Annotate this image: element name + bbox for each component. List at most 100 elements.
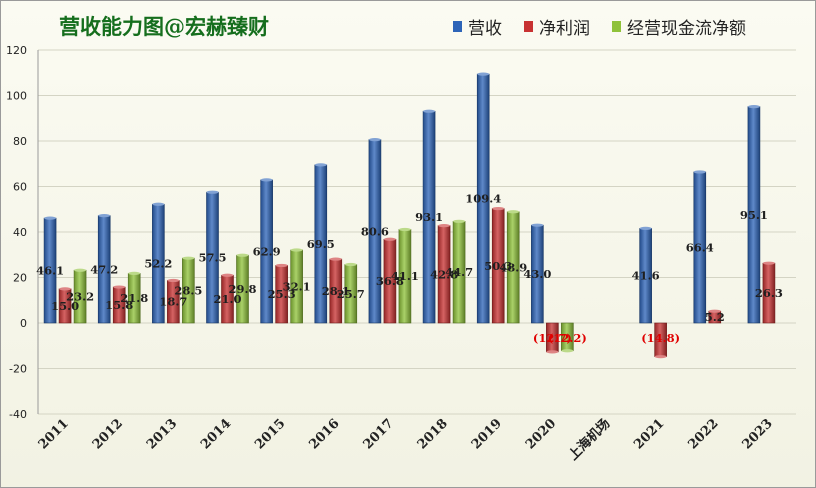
data-label: 52.2 — [144, 257, 172, 271]
legend-item-revenue: 营收 — [453, 14, 502, 39]
data-label: 18.7 — [159, 295, 187, 309]
data-label: 25.7 — [337, 287, 365, 301]
x-tick-label: 2013 — [144, 416, 180, 452]
data-label: (12.7) — [533, 331, 572, 345]
bar-cap — [398, 227, 411, 232]
data-label: 69.5 — [307, 237, 335, 251]
data-label: 41.1 — [391, 269, 419, 283]
x-tick-label: 2020 — [523, 416, 559, 452]
data-label: 50.3 — [484, 259, 512, 273]
data-label: 80.6 — [361, 224, 389, 238]
data-label: 36.8 — [376, 274, 404, 288]
bar-cap — [275, 263, 288, 268]
bar-cap — [236, 253, 249, 257]
data-label: 15.8 — [105, 298, 133, 312]
bar-cap — [531, 223, 544, 227]
x-tick-label: 2019 — [469, 416, 505, 452]
y-tick-label: 0 — [20, 317, 27, 330]
data-label: 95.1 — [740, 208, 768, 222]
legend-item-net-profit: 净利润 — [524, 14, 590, 39]
bar-cap — [314, 163, 327, 167]
data-label: 32.1 — [283, 279, 311, 293]
data-label: 93.1 — [415, 210, 443, 224]
bar-cap — [507, 210, 520, 214]
legend: 营收 净利润 经营现金流净额 — [453, 14, 746, 39]
x-tick-label: 上海机场 — [565, 416, 613, 464]
bar-cap — [98, 214, 111, 218]
bar-cap — [182, 256, 195, 260]
bar-cap — [762, 261, 775, 265]
bar-cap — [44, 216, 57, 220]
data-label: 28.5 — [174, 284, 202, 298]
legend-label-net-profit: 净利润 — [539, 19, 590, 39]
bar-cap — [344, 262, 357, 267]
bar-cap — [747, 105, 760, 109]
data-label: 25.3 — [268, 287, 296, 301]
data-label: 42.8 — [430, 267, 458, 281]
x-tick-label: 2014 — [198, 416, 234, 452]
x-tick-label: 2012 — [90, 416, 126, 452]
bar-cap — [221, 273, 234, 277]
bar-cap — [639, 226, 652, 230]
bar-cap — [654, 355, 667, 359]
data-label: 29.8 — [228, 282, 256, 296]
bar-cap — [74, 268, 87, 272]
data-label: 109.4 — [465, 192, 501, 206]
x-tick-label: 2011 — [36, 416, 72, 452]
x-tick-label: 2022 — [685, 416, 721, 452]
data-label: 48.9 — [499, 260, 527, 274]
data-label: 46.1 — [36, 264, 64, 278]
bar-cap — [693, 170, 706, 174]
x-tick-label: 2023 — [740, 416, 776, 452]
legend-label-revenue: 营收 — [468, 19, 502, 39]
x-tick-label: 2016 — [306, 416, 342, 452]
bar-cap — [453, 219, 466, 223]
y-tick-label: 100 — [6, 90, 27, 103]
bar-cap — [260, 178, 273, 182]
y-tick-label: -20 — [9, 363, 27, 376]
data-label: 66.4 — [686, 240, 714, 254]
chart-title: 营收能力图@宏赫臻财 — [59, 14, 269, 39]
y-tick-label: 120 — [6, 44, 27, 57]
y-tick-label: 60 — [13, 181, 27, 194]
x-tick-label: 2018 — [415, 416, 451, 452]
y-tick-label: 20 — [13, 272, 27, 285]
bar-cap — [128, 271, 141, 276]
data-label: 62.9 — [253, 244, 281, 258]
data-label: 21.8 — [120, 291, 148, 305]
bar-cap — [59, 287, 72, 291]
bar-cap — [492, 206, 505, 211]
bar-cap — [290, 248, 303, 252]
data-label: 28.1 — [322, 284, 350, 298]
bar-cap — [113, 285, 126, 289]
data-label: 47.2 — [90, 262, 118, 276]
bar-cap — [329, 257, 342, 261]
data-label: 21.0 — [213, 292, 241, 306]
bar-cap — [423, 109, 436, 113]
legend-swatch-cash-flow — [612, 21, 621, 32]
legend-swatch-net-profit — [524, 21, 533, 32]
bar-cap — [383, 237, 396, 241]
data-label: 41.6 — [632, 269, 660, 283]
data-label: 43.0 — [523, 267, 551, 281]
bar-cap — [477, 72, 490, 76]
y-tick-label: 80 — [13, 135, 27, 148]
data-label: 57.5 — [198, 251, 226, 265]
data-label: 26.3 — [755, 286, 783, 300]
legend-label-cash-flow: 经营现金流净额 — [627, 19, 746, 39]
bar-cap — [546, 350, 559, 354]
bar-cap — [438, 224, 451, 228]
y-tick-label: -40 — [9, 408, 27, 421]
bar-cap — [708, 309, 721, 313]
bar-cap — [561, 349, 574, 353]
y-tick-label: 40 — [13, 226, 27, 239]
data-label: (14.8) — [641, 331, 680, 345]
data-label: (12.2) — [548, 331, 587, 345]
data-label: 5.2 — [705, 310, 725, 324]
x-tick-label: 2015 — [252, 416, 288, 452]
legend-item-cash-flow: 经营现金流净额 — [612, 14, 746, 39]
legend-swatch-revenue — [453, 21, 462, 32]
x-tick-label: 2017 — [361, 416, 397, 452]
